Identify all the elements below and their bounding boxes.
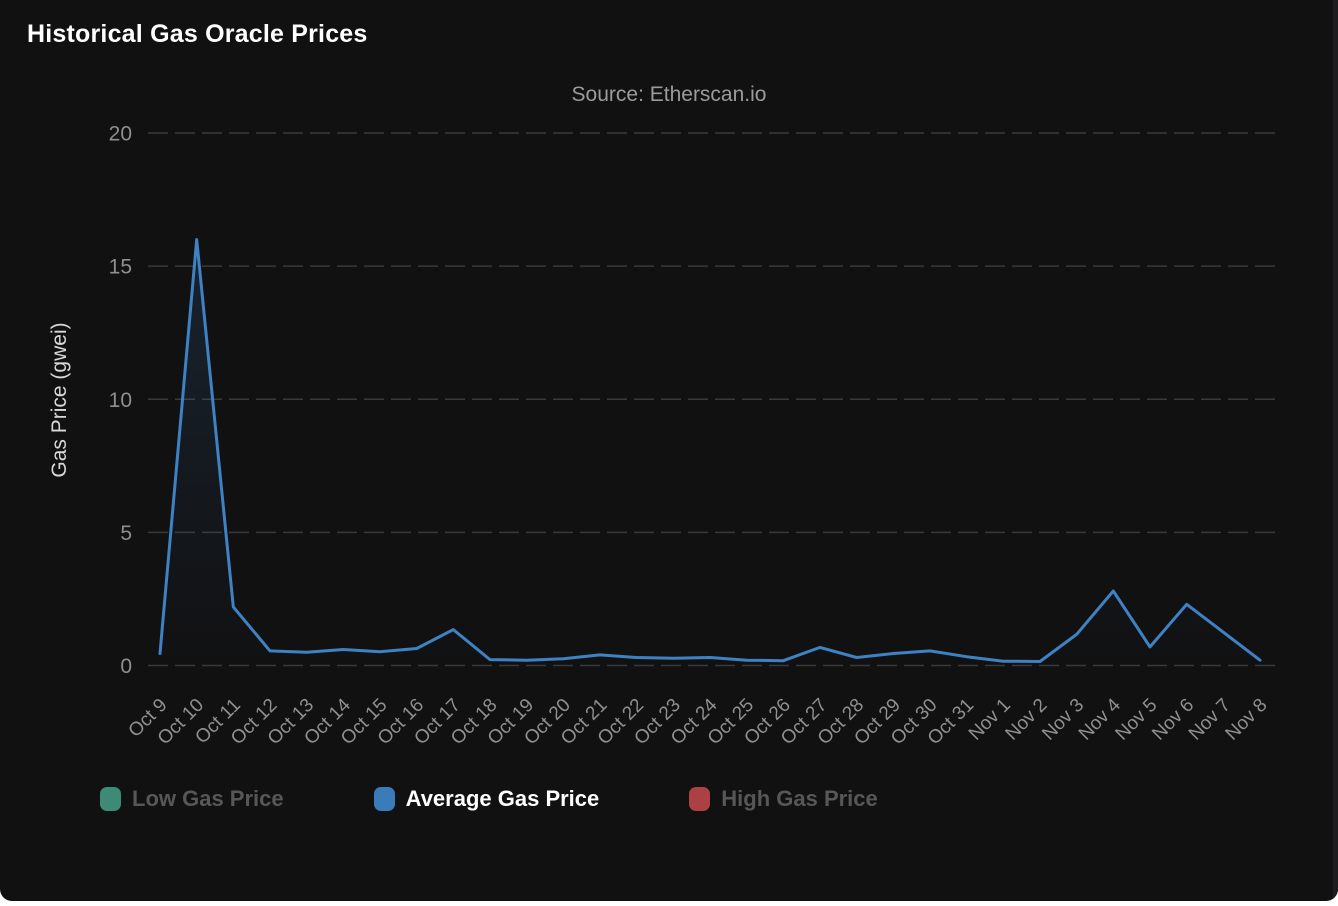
x-tick-label: Nov 1 (965, 695, 1015, 745)
y-tick-label: 10 (109, 389, 132, 412)
page-title: Historical Gas Oracle Prices (27, 20, 368, 48)
legend-swatch-high-icon (689, 787, 711, 811)
x-tick-label: Nov 6 (1148, 695, 1198, 745)
chart-subtitle: Source: Etherscan.io (571, 83, 767, 106)
legend-label-average: Average Gas Price (405, 786, 600, 811)
x-tick-label: Nov 5 (1112, 695, 1162, 745)
y-tick-label: 5 (120, 522, 132, 545)
legend-swatch-low-icon (100, 787, 121, 811)
legend-label-low: Low Gas Price (132, 786, 284, 811)
y-tick-label: 15 (109, 256, 132, 279)
legend: Low Gas Price Average Gas Price High Gas… (100, 786, 878, 812)
legend-label-high: High Gas Price (721, 786, 878, 811)
y-tick-label: 20 (109, 123, 132, 146)
legend-item-low-gas-price[interactable]: Low Gas Price (100, 786, 284, 812)
legend-item-average-gas-price[interactable]: Average Gas Price (373, 786, 600, 812)
scrollbar-track[interactable] (1333, 0, 1338, 901)
y-axis-title: Gas Price (gwei) (48, 322, 71, 477)
legend-item-high-gas-price[interactable]: High Gas Price (689, 786, 878, 812)
y-tick-label: 0 (120, 655, 132, 678)
x-tick-label: Nov 8 (1222, 695, 1272, 745)
series-area (160, 239, 1260, 666)
series-line-average-gas-price[interactable] (158, 238, 1262, 663)
x-tick-label: Nov 2 (1002, 695, 1052, 745)
x-tick-label: Nov 7 (1185, 695, 1235, 745)
legend-swatch-average-icon (373, 787, 395, 811)
x-tick-label: Nov 3 (1038, 695, 1088, 745)
